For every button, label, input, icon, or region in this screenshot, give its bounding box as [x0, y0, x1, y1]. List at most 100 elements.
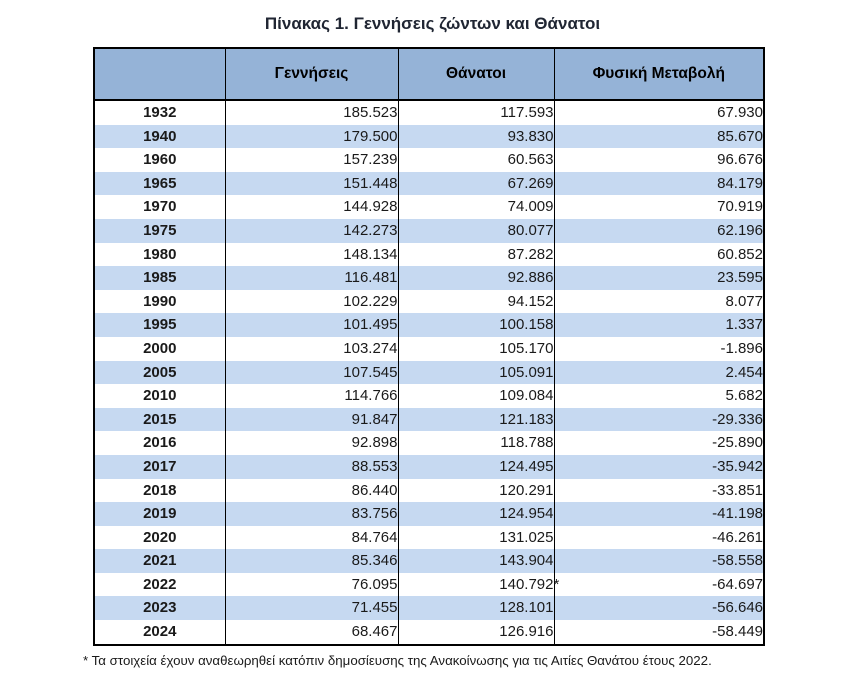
births-cell: 151.448: [224, 171, 399, 196]
header-year: [93, 47, 226, 101]
table-row: 1940 179.500 93.830 85.670: [93, 124, 765, 149]
deaths-cell: 118.788: [397, 431, 555, 455]
deaths-cell: 94.152: [397, 289, 555, 314]
change-cell: -35.942: [553, 454, 765, 479]
births-cell: 148.134: [224, 242, 399, 267]
deaths-cell: 124.495: [397, 454, 555, 479]
births-deaths-table: Γεννήσεις Θάνατοι Φυσική Μεταβολή 1932 18…: [93, 47, 765, 646]
year-cell: 2019: [93, 502, 226, 526]
year-cell: 1970: [93, 195, 226, 219]
births-cell: 84.764: [224, 525, 399, 550]
births-cell: 179.500: [224, 124, 399, 149]
change-cell: 23.595: [553, 266, 765, 290]
deaths-cell: 105.091: [397, 360, 555, 385]
change-cell: 85.670: [553, 124, 765, 149]
table-row: 1932 185.523 117.593 67.930: [93, 100, 765, 125]
table-header: Γεννήσεις Θάνατοι Φυσική Μεταβολή: [93, 47, 765, 101]
change-cell: 96.676: [553, 148, 765, 172]
table-row: 1970 144.928 74.009 70.919: [93, 195, 765, 219]
change-cell: 2.454: [553, 360, 765, 385]
year-cell: 1960: [93, 148, 226, 172]
table-row: 2019 83.756 124.954 -41.198: [93, 502, 765, 526]
year-cell: 2015: [93, 407, 226, 432]
table-row: 2018 86.440 120.291 -33.851: [93, 478, 765, 503]
deaths-cell: 140.792*: [397, 572, 559, 597]
births-cell: 85.346: [224, 549, 399, 573]
year-cell: 2000: [93, 336, 226, 361]
year-cell: 2023: [93, 596, 226, 621]
births-cell: 157.239: [224, 148, 399, 172]
births-cell: 101.495: [224, 313, 399, 337]
deaths-cell: 143.904: [397, 549, 555, 573]
year-cell: 2018: [93, 478, 226, 503]
births-cell: 116.481: [224, 266, 399, 290]
table-row: 2022 76.095 140.792* -64.697: [93, 572, 765, 597]
deaths-cell: 105.170: [397, 336, 555, 361]
year-cell: 2016: [93, 431, 226, 455]
change-cell: 70.919: [553, 195, 765, 219]
change-cell: -33.851: [553, 478, 765, 503]
deaths-cell: 121.183: [397, 407, 555, 432]
births-cell: 76.095: [224, 572, 399, 597]
deaths-cell: 131.025: [397, 525, 555, 550]
change-cell: -64.697: [553, 572, 765, 597]
change-cell: -41.198: [553, 502, 765, 526]
year-cell: 1940: [93, 124, 226, 149]
table-row: 2021 85.346 143.904 -58.558: [93, 549, 765, 573]
table-row: 2023 71.455 128.101 -56.646: [93, 596, 765, 621]
change-cell: 84.179: [553, 171, 765, 196]
births-cell: 142.273: [224, 218, 399, 243]
births-cell: 103.274: [224, 336, 399, 361]
table-row: 2005 107.545 105.091 2.454: [93, 360, 765, 385]
footnote: * Τα στοιχεία έχουν αναθεωρηθεί κατόπιν …: [83, 652, 712, 668]
deaths-cell: 120.291: [397, 478, 555, 503]
births-cell: 71.455: [224, 596, 399, 621]
table-row: 1965 151.448 67.269 84.179: [93, 171, 765, 196]
table-row: 1985 116.481 92.886 23.595: [93, 266, 765, 290]
year-cell: 1975: [93, 218, 226, 243]
year-cell: 2010: [93, 384, 226, 408]
header-births: Γεννήσεις: [224, 47, 399, 101]
year-cell: 1995: [93, 313, 226, 337]
year-cell: 2017: [93, 454, 226, 479]
header-deaths: Θάνατοι: [397, 47, 555, 101]
deaths-cell: 93.830: [397, 124, 555, 149]
deaths-cell: 87.282: [397, 242, 555, 267]
change-cell: 1.337: [553, 313, 765, 337]
deaths-cell: 67.269: [397, 171, 555, 196]
year-cell: 1965: [93, 171, 226, 196]
change-cell: 62.196: [553, 218, 765, 243]
births-cell: 68.467: [224, 620, 399, 645]
year-cell: 2021: [93, 549, 226, 573]
table-row: 1975 142.273 80.077 62.196: [93, 218, 765, 243]
deaths-cell: 109.084: [397, 384, 555, 408]
year-cell: 1985: [93, 266, 226, 290]
change-cell: -58.449: [553, 620, 765, 645]
births-cell: 185.523: [224, 100, 399, 125]
year-cell: 1932: [93, 100, 226, 125]
table-row: 2017 88.553 124.495 -35.942: [93, 454, 765, 479]
births-cell: 114.766: [224, 384, 399, 408]
births-cell: 91.847: [224, 407, 399, 432]
header-row: Γεννήσεις Θάνατοι Φυσική Μεταβολή: [93, 47, 765, 101]
year-cell: 2022: [93, 572, 226, 597]
year-cell: 1990: [93, 289, 226, 314]
year-cell: 1980: [93, 242, 226, 267]
change-cell: -58.558: [553, 549, 765, 573]
table-row: 1960 157.239 60.563 96.676: [93, 148, 765, 172]
deaths-cell: 60.563: [397, 148, 555, 172]
year-cell: 2020: [93, 525, 226, 550]
table-body: 1932 185.523 117.593 67.930 1940 179.500 93.83…: [93, 100, 765, 645]
table-row: 1990 102.229 94.152 8.077: [93, 289, 765, 314]
table-title: Πίνακας 1. Γεννήσεις ζώντων και Θάνατοι: [264, 14, 601, 33]
table-row: 2016 92.898 118.788 -25.890: [93, 431, 765, 455]
change-cell: -46.261: [553, 525, 765, 550]
change-cell: -56.646: [553, 596, 765, 621]
table-row: 2020 84.764 131.025 -46.261: [93, 525, 765, 550]
deaths-cell: 74.009: [397, 195, 555, 219]
change-cell: 8.077: [553, 289, 765, 314]
births-cell: 88.553: [224, 454, 399, 479]
table-row: 1995 101.495 100.158 1.337: [93, 313, 765, 337]
table-row: 2000 103.274 105.170 -1.896: [93, 336, 765, 361]
